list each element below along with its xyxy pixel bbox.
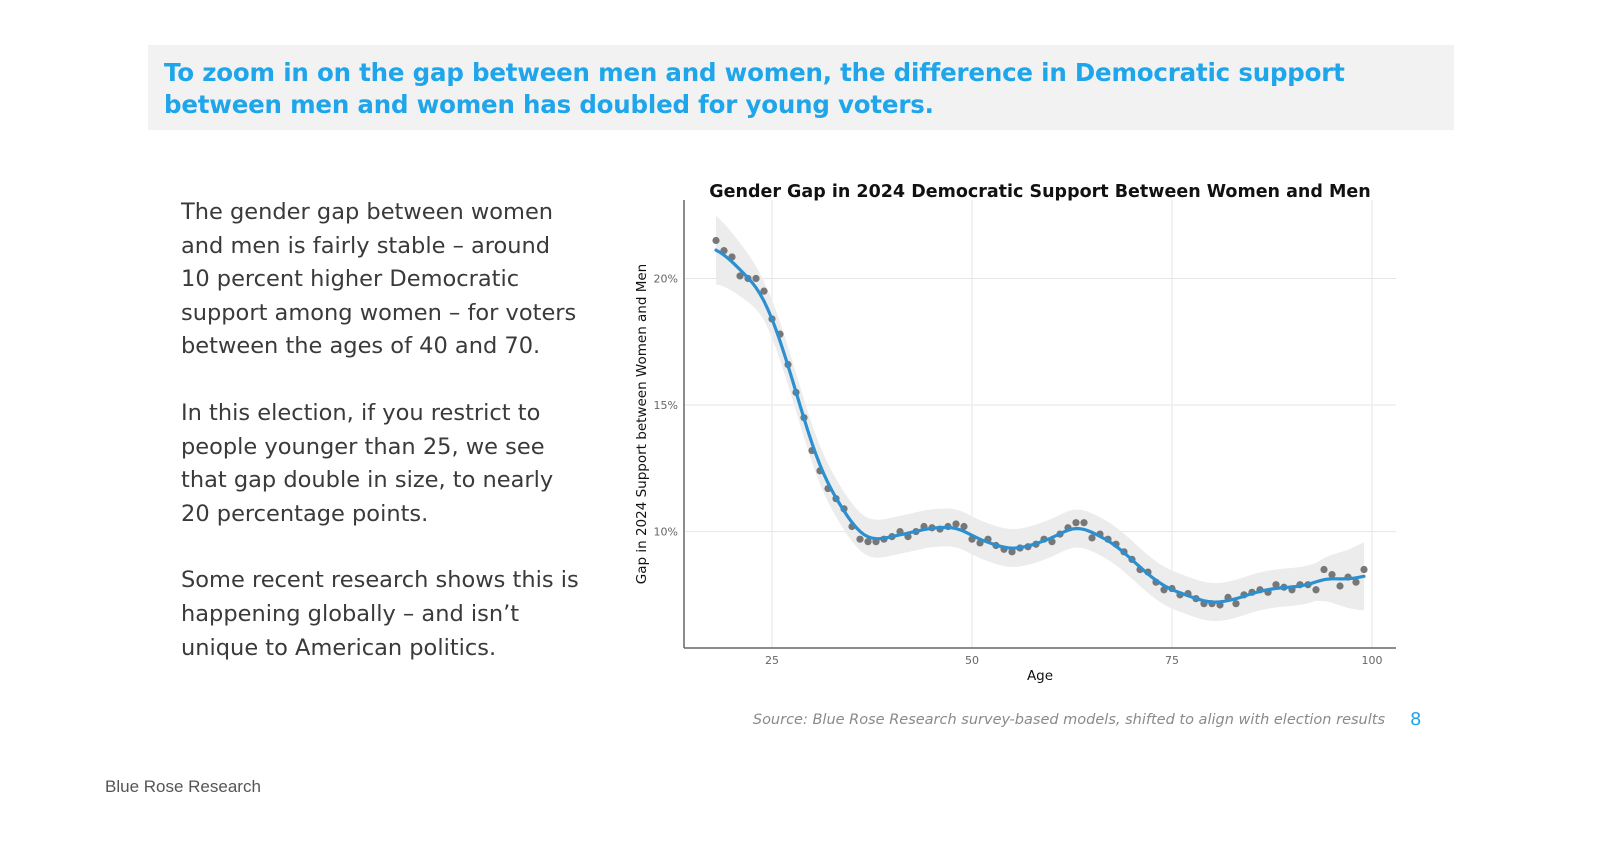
- data-point: [1360, 565, 1368, 574]
- x-axis-label: Age: [1027, 668, 1053, 684]
- x-tick-label: 100: [1362, 654, 1383, 667]
- headline: To zoom in on the gap between men and wo…: [164, 58, 1345, 119]
- data-point: [1088, 534, 1096, 542]
- data-point: [712, 236, 720, 245]
- x-tick-label: 25: [765, 654, 779, 667]
- data-point: [1232, 600, 1240, 608]
- paragraph: In this election, if you restrict to peo…: [181, 399, 554, 527]
- y-axis-label: Gap in 2024 Support between Women and Me…: [634, 264, 650, 585]
- data-point: [1312, 586, 1320, 594]
- confidence-band: [716, 215, 1364, 621]
- paragraph: The gender gap between women and men is …: [181, 199, 577, 360]
- headline-banner: To zoom in on the gap between men and wo…: [148, 45, 1454, 130]
- data-point: [1328, 570, 1336, 579]
- data-point: [736, 272, 744, 280]
- data-point: [864, 538, 872, 546]
- data-point: [1272, 581, 1280, 589]
- footer-brand: Blue Rose Research: [105, 777, 261, 796]
- y-tick-label: 10%: [654, 526, 678, 539]
- body-text: The gender gap between women and men is …: [181, 196, 581, 698]
- data-point: [1352, 578, 1360, 586]
- fit-line: [714, 248, 1366, 604]
- data-point: [1008, 548, 1016, 556]
- source-note: Source: Blue Rose Research survey-based …: [752, 712, 1385, 728]
- data-point: [760, 287, 768, 295]
- data-point: [1080, 519, 1088, 527]
- x-tick-label: 75: [1165, 654, 1179, 667]
- gender-gap-chart: 25 50 75 100 10% 15% 20% Gender Gap in 2024 D…: [634, 182, 1396, 684]
- data-point: [1072, 519, 1080, 527]
- data-point: [856, 535, 864, 543]
- page-number: 8: [1410, 709, 1422, 730]
- data-point: [1336, 582, 1344, 590]
- paragraph: Some recent research shows this is happe…: [181, 567, 579, 661]
- y-tick-label: 15%: [654, 399, 678, 412]
- chart-title: Gender Gap in 2024 Democratic Support Be…: [709, 182, 1371, 202]
- data-point: [960, 522, 968, 531]
- data-point: [752, 274, 760, 283]
- data-point: [1320, 565, 1328, 574]
- x-tick-label: 50: [965, 654, 979, 667]
- data-point: [952, 520, 960, 528]
- y-tick-label: 20%: [654, 272, 678, 285]
